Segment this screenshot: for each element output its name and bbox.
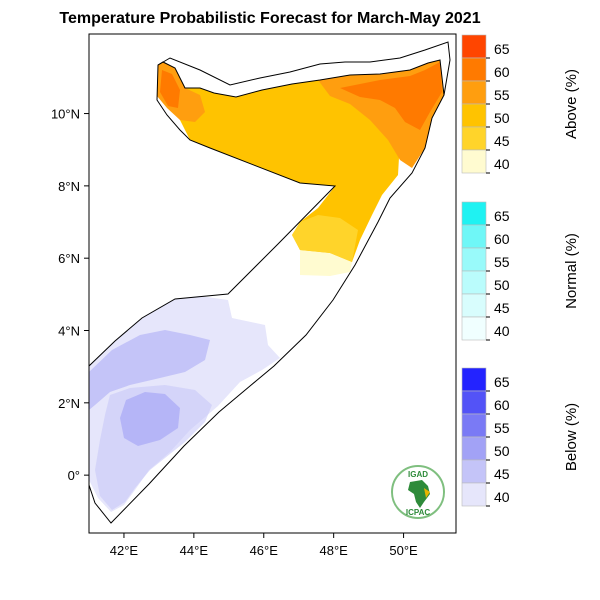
lat-tick-label: 2°N [58, 396, 80, 411]
legend-label: 45 [494, 300, 510, 316]
above-45-region [292, 215, 358, 262]
longitude-axis: 42°E 44°E 46°E 48°E 50°E [110, 533, 418, 558]
legend-swatch [461, 436, 487, 461]
lat-tick-label: 6°N [58, 251, 80, 266]
legend-swatch [461, 459, 487, 484]
legend-label: 50 [494, 110, 510, 126]
legend-swatch [461, 413, 487, 438]
legend-label: 55 [494, 87, 510, 103]
above-40-region [300, 250, 352, 276]
legend-label: 65 [494, 208, 510, 224]
legend-title: Above (%) [563, 69, 580, 139]
legend-label: 55 [494, 254, 510, 270]
lon-tick-label: 48°E [319, 543, 348, 558]
legend-swatch [461, 201, 487, 226]
legend-swatch [461, 57, 487, 82]
lat-tick-label: 0° [68, 468, 80, 483]
legend-swatch [461, 367, 487, 392]
legend-swatch [461, 482, 487, 507]
legend-label: 45 [494, 133, 510, 149]
lat-tick-label: 10°N [51, 107, 80, 122]
lon-tick-label: 44°E [180, 543, 209, 558]
map-title: Temperature Probabilistic Forecast for M… [59, 10, 481, 27]
lon-tick-label: 42°E [110, 543, 139, 558]
latitude-axis: 10°N 8°N 6°N 4°N 2°N 0° [51, 107, 89, 483]
legend-swatch [461, 390, 487, 415]
legend-below: 65 60 55 50 45 40 Below (%) [461, 367, 580, 507]
horn-highlight-icon [424, 488, 430, 498]
legend-swatch [461, 224, 487, 249]
legend-above: 65 60 55 50 45 40 Above (%) [461, 34, 580, 174]
legend-label: 60 [494, 64, 510, 80]
legend-swatch [461, 126, 487, 151]
legend-swatch [461, 293, 487, 318]
legend-normal: 65 60 55 50 45 40 Normal (%) [461, 201, 580, 341]
legend-title: Normal (%) [563, 233, 580, 309]
legend-swatch [461, 149, 487, 174]
legend-label: 40 [494, 156, 510, 172]
africa-map-icon [408, 480, 430, 508]
legend-label: 60 [494, 397, 510, 413]
above-60-region-west [160, 70, 180, 108]
legend-label: 65 [494, 41, 510, 57]
legend-label: 50 [494, 277, 510, 293]
legend-label: 40 [494, 489, 510, 505]
above-50-region [180, 80, 400, 262]
legend-label: 40 [494, 323, 510, 339]
somalia-border [88, 59, 445, 524]
legend-swatch [461, 34, 487, 59]
below-45-region-south [95, 385, 212, 510]
legend-swatch [461, 103, 487, 128]
northern-coast [157, 41, 451, 96]
legend-label: 50 [494, 443, 510, 459]
legend-label: 55 [494, 420, 510, 436]
legend-swatch [461, 316, 487, 341]
below-45-region [89, 330, 210, 410]
lon-tick-label: 46°E [250, 543, 279, 558]
legend-label: 60 [494, 231, 510, 247]
legend-swatch [461, 270, 487, 295]
lon-tick-label: 50°E [389, 543, 418, 558]
legend-group: 65 60 55 50 45 40 Above (%) 65 60 55 50 45 40 Normal … [461, 34, 580, 507]
icpac-logo: IGAD ICPAC [391, 465, 445, 519]
legend-swatch [461, 247, 487, 272]
above-60-region-east [340, 62, 442, 130]
lat-tick-label: 8°N [58, 179, 80, 194]
lat-tick-label: 4°N [58, 324, 80, 339]
logo-top-text: IGAD [408, 470, 428, 479]
logo-bottom-text: ICPAC [406, 508, 431, 517]
legend-label: 45 [494, 466, 510, 482]
legend-label: 65 [494, 374, 510, 390]
legend-title: Below (%) [563, 403, 580, 471]
legend-swatch [461, 80, 487, 105]
